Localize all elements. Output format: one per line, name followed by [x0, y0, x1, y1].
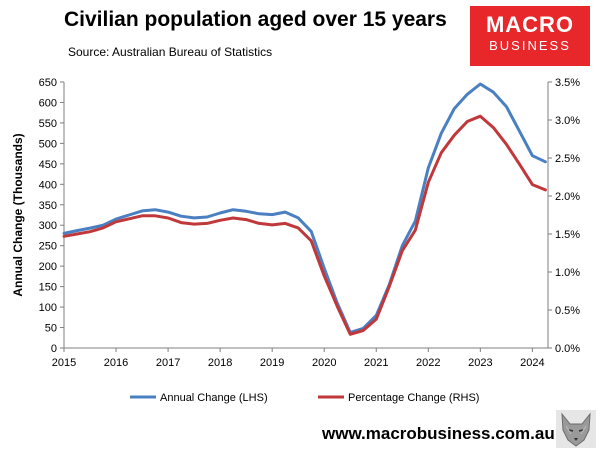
y-tick-label: 350 [39, 200, 57, 212]
x-tick-label: 2015 [52, 357, 76, 369]
chart-axes [63, 82, 549, 349]
x-tick-label: 2019 [260, 357, 284, 369]
website-url[interactable]: www.macrobusiness.com.au [322, 424, 555, 443]
x-tick-label: 2017 [156, 357, 180, 369]
y-tick-label: 250 [39, 241, 57, 253]
y-tick-label: 600 [39, 97, 57, 109]
y-tick-label: 0 [51, 343, 57, 355]
chart-title: Civilian population aged over 15 years [64, 8, 447, 31]
x-tick-label: 2020 [312, 357, 336, 369]
macrobusiness-logo: MACRO BUSINESS [470, 6, 590, 66]
y-tick-label: 100 [39, 302, 57, 314]
y2-tick-label: 0.0% [555, 343, 580, 355]
chart-series [62, 82, 547, 336]
chart-legend: Annual Change (LHS) Percentage Change (RH… [130, 392, 479, 404]
y2-tick-label: 2.0% [555, 191, 580, 203]
y2-tick-label: 0.5% [555, 305, 580, 317]
y-tick-label: 650 [39, 77, 57, 89]
y-tick-label: 500 [39, 138, 57, 150]
y-tick-label: 450 [39, 159, 57, 171]
series-line-percentage-change [62, 114, 547, 336]
x-tick-label: 2021 [364, 357, 388, 369]
population-chart: 0 50 100 150 200 250 300 350 400 450 500 550 600 650 0… [11, 77, 581, 404]
y2-tick-label: 3.5% [555, 77, 580, 89]
y-tick-label: 300 [39, 220, 57, 232]
logo-line-1: MACRO [485, 12, 575, 37]
x-tick-label: 2024 [520, 357, 544, 369]
y2-tick-label: 1.5% [555, 229, 580, 241]
y2-tick-label: 3.0% [555, 115, 580, 127]
x-tick-label: 2018 [208, 357, 232, 369]
y-tick-label: 150 [39, 282, 57, 294]
chart-source: Source: Australian Bureau of Statistics [68, 45, 273, 59]
x-tick-label: 2023 [468, 357, 492, 369]
y2-tick-label: 2.5% [555, 153, 580, 165]
y2-tick-label: 1.0% [555, 267, 580, 279]
y-tick-label: 550 [39, 118, 57, 130]
x-tick-label: 2016 [104, 357, 128, 369]
y-axis-title: Annual Change (Thousands) [11, 133, 25, 296]
chart-ticks: 0 50 100 150 200 250 300 350 400 450 500 550 600 650 0… [39, 77, 581, 369]
legend-label: Annual Change (LHS) [160, 392, 268, 404]
logo-line-2: BUSINESS [489, 38, 571, 53]
wolf-head-icon [556, 410, 596, 448]
x-tick-label: 2022 [416, 357, 440, 369]
series-line-annual-change [62, 82, 547, 334]
y-tick-label: 200 [39, 261, 57, 273]
y-tick-label: 50 [45, 323, 57, 335]
legend-label: Percentage Change (RHS) [348, 392, 479, 404]
y-tick-label: 400 [39, 179, 57, 191]
